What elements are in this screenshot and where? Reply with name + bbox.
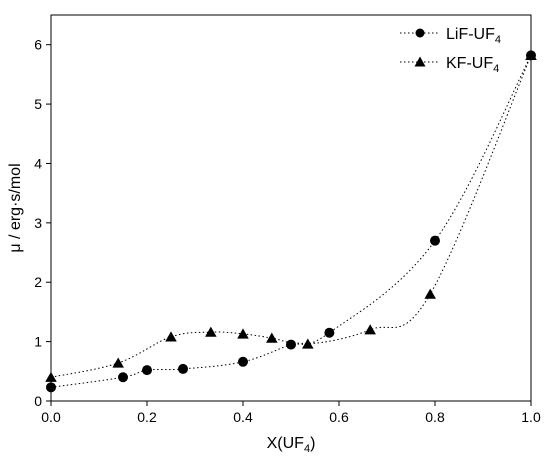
data-point-kf (424, 288, 436, 299)
y-tick-label: 0 (34, 393, 42, 409)
data-point-lif (142, 365, 152, 376)
data-point-lif (430, 235, 440, 246)
data-point-kf (525, 49, 537, 61)
x-tick-label: 0.4 (233, 409, 253, 425)
data-point-lif (46, 382, 56, 393)
y-tick-label: 6 (34, 37, 42, 53)
data-point-kf (112, 357, 124, 368)
legend-marker-kf (414, 56, 426, 67)
x-tick-label: 1.0 (521, 409, 541, 425)
legend-label-kf-subscript: 4 (493, 63, 499, 75)
x-tick-label: 0.6 (329, 409, 349, 425)
data-point-kf (45, 371, 57, 382)
data-point-kf (364, 324, 376, 335)
data-point-kf (165, 331, 177, 342)
legend-label-kf: KF-UF4 (446, 55, 499, 75)
plot-frame (50, 14, 532, 402)
x-axis-label: X(UF4) (267, 435, 316, 455)
legend-label-kf-base: KF-UF (446, 55, 493, 72)
x-axis-label-tail: ) (310, 435, 315, 452)
data-point-lif (118, 372, 128, 383)
x-tick-label: 0.8 (425, 409, 445, 425)
data-point-lif (286, 339, 296, 350)
legend: LiF-UF4 KF-UF4 (400, 26, 501, 75)
data-point-kf (266, 332, 278, 343)
y-tick-label: 3 (34, 215, 42, 231)
legend-label-lif-subscript: 4 (495, 34, 501, 46)
series-layer (45, 49, 537, 393)
data-point-kf (302, 338, 314, 349)
x-axis-label-subscript: 4 (304, 443, 310, 455)
series-line-lif (50, 55, 532, 388)
y-tick-label: 1 (34, 334, 42, 350)
x-tick-label: 0.0 (41, 409, 61, 425)
y-tick-label: 5 (34, 96, 42, 112)
y-tick-label: 2 (34, 274, 42, 290)
data-point-kf (205, 326, 217, 337)
series-line-kf (50, 55, 532, 378)
legend-label-lif-base: LiF-UF (446, 26, 495, 43)
data-point-lif (324, 327, 335, 338)
data-point-kf (237, 328, 249, 339)
legend-marker-lif (415, 28, 425, 38)
y-axis-label: μ / erg·s/mol (7, 163, 24, 252)
x-tick-label: 0.2 (137, 409, 157, 425)
y-tick-label: 4 (34, 155, 42, 171)
ticks-layer: 0.0 0.2 0.4 0.6 0.8 1.0 0 1 2 3 4 5 6 (34, 37, 541, 425)
x-axis-label-base: X(UF (267, 435, 305, 452)
data-point-lif (178, 363, 188, 374)
data-point-lif (238, 356, 248, 367)
legend-label-lif: LiF-UF4 (446, 26, 501, 46)
